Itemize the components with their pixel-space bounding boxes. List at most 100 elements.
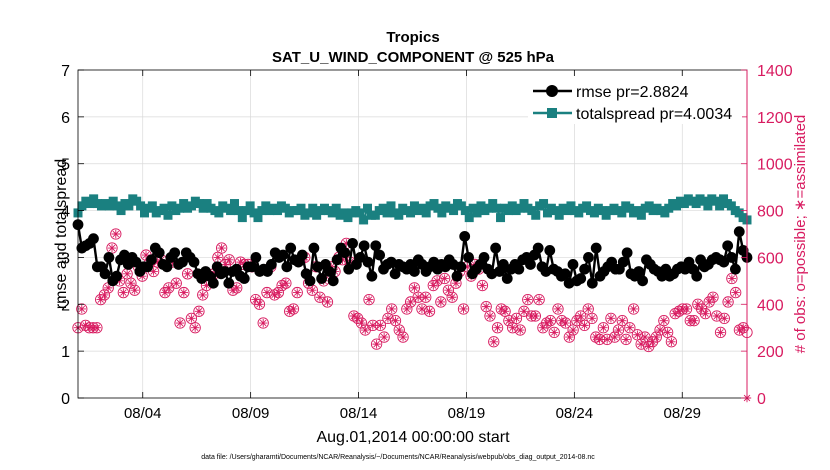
obs-assimilated-point xyxy=(160,288,170,297)
obs-possible-point xyxy=(484,310,496,322)
obs-assimilated-point xyxy=(398,332,408,342)
totalspread-point xyxy=(245,201,255,211)
totalspread-point xyxy=(179,199,189,209)
obs-assimilated-point xyxy=(561,318,570,328)
obs-assimilated-point xyxy=(504,316,514,325)
obs-possible-point xyxy=(627,303,640,315)
obs-assimilated-point xyxy=(217,243,226,253)
x-axis-label: Aug.01,2014 00:00:00 start xyxy=(316,429,510,446)
legend-rmse-marker xyxy=(546,85,558,97)
obs-assimilated-point xyxy=(153,257,162,267)
totalspread-point xyxy=(370,210,380,220)
totalspread-point xyxy=(589,208,599,218)
totalspread-point xyxy=(531,210,541,220)
rmse-point xyxy=(130,256,142,268)
obs-assimilated-point xyxy=(576,311,585,321)
obs-possible-point xyxy=(624,322,636,334)
obs-possible-point xyxy=(435,296,447,308)
obs-assimilated-point xyxy=(213,253,223,262)
obs-possible-point xyxy=(348,310,360,322)
obs-possible-point xyxy=(730,286,742,299)
rmse-point xyxy=(409,266,420,277)
totalspread-point xyxy=(507,201,517,211)
y2-tick-label: 0 xyxy=(757,391,766,408)
obs-assimilated-point xyxy=(493,323,502,332)
obs-assimilated-point xyxy=(353,314,362,323)
obs-possible-point xyxy=(363,293,375,306)
totalspread-point xyxy=(159,203,169,213)
obs-possible-point xyxy=(276,279,288,292)
obs-assimilated-point xyxy=(444,286,453,295)
rmse-point xyxy=(463,252,474,263)
totalspread-point xyxy=(280,203,290,213)
obs-possible-point xyxy=(590,331,602,343)
rmse-point xyxy=(219,266,231,277)
obs-possible-point xyxy=(189,322,201,334)
y2-axis-label: # of obs: o=possible; ∗=assimilated xyxy=(792,115,809,354)
totalspread-point xyxy=(77,201,87,211)
obs-assimilated-point xyxy=(274,288,283,297)
rmse-point xyxy=(238,273,250,284)
obs-assimilated-point xyxy=(425,307,434,316)
totalspread-point xyxy=(550,206,560,216)
y2-tick-label: 200 xyxy=(757,344,784,361)
obs-assimilated-point xyxy=(584,304,593,314)
obs-assimilated-point xyxy=(77,304,86,314)
rmse-point xyxy=(308,242,320,254)
obs-assimilated-point xyxy=(187,314,196,323)
totalspread-point xyxy=(273,206,283,216)
obs-assimilated-point xyxy=(406,297,415,307)
totalspread-point xyxy=(194,199,204,209)
obs-assimilated-point xyxy=(633,330,642,339)
x-tick-label: 08/24 xyxy=(556,405,594,422)
rmse-point xyxy=(331,254,343,266)
obs-assimilated-point xyxy=(708,293,718,302)
totalspread-point xyxy=(715,201,725,211)
totalspread-point xyxy=(734,208,744,218)
totalspread-point xyxy=(312,210,322,220)
y2-tick-label: 1200 xyxy=(757,110,793,127)
obs-assimilated-point xyxy=(440,274,449,283)
obs-assimilated-point xyxy=(644,342,653,351)
rmse-point xyxy=(111,270,123,282)
obs-possible-point xyxy=(541,317,553,329)
obs-possible-point xyxy=(355,317,368,329)
rmse-point xyxy=(722,240,734,252)
totalspread-point xyxy=(429,199,439,209)
rmse-point xyxy=(621,247,633,259)
legend-spread-marker xyxy=(547,108,557,118)
obs-assimilated-point xyxy=(429,281,438,290)
obs-assimilated-point xyxy=(478,281,487,290)
totalspread-point xyxy=(108,196,118,206)
totalspread-point xyxy=(104,201,114,211)
obs-assimilated-point xyxy=(372,339,381,349)
obs-assimilated-point xyxy=(421,293,430,302)
obs-assimilated-point xyxy=(523,295,532,304)
rmse-point xyxy=(347,237,358,249)
obs-assimilated-point xyxy=(663,328,672,337)
obs-possible-point xyxy=(488,336,500,348)
totalspread-point xyxy=(566,201,576,211)
obs-assimilated-point xyxy=(432,276,442,286)
rmse-point xyxy=(497,259,509,270)
rmse-point xyxy=(567,259,579,270)
obs-assimilated-point xyxy=(194,307,204,316)
obs-assimilated-point xyxy=(542,318,551,328)
totalspread-point xyxy=(339,208,349,218)
rmse-point xyxy=(729,263,741,275)
totalspread-point xyxy=(433,203,443,213)
obs-assimilated-point xyxy=(606,314,616,323)
obs-possible-point xyxy=(476,279,489,292)
totalspread-point xyxy=(296,203,306,213)
obs-possible-point xyxy=(722,296,734,308)
obs-assimilated-point xyxy=(500,307,510,316)
obs-assimilated-point xyxy=(572,316,582,325)
y2-tick-label: 1400 xyxy=(757,63,793,80)
x-tick-label: 08/29 xyxy=(663,405,701,422)
totalspread-point xyxy=(124,201,134,211)
rmse-point xyxy=(296,249,308,261)
obs-assimilated-point xyxy=(602,335,612,344)
totalspread-point xyxy=(198,203,208,213)
rmse-point xyxy=(169,247,181,259)
